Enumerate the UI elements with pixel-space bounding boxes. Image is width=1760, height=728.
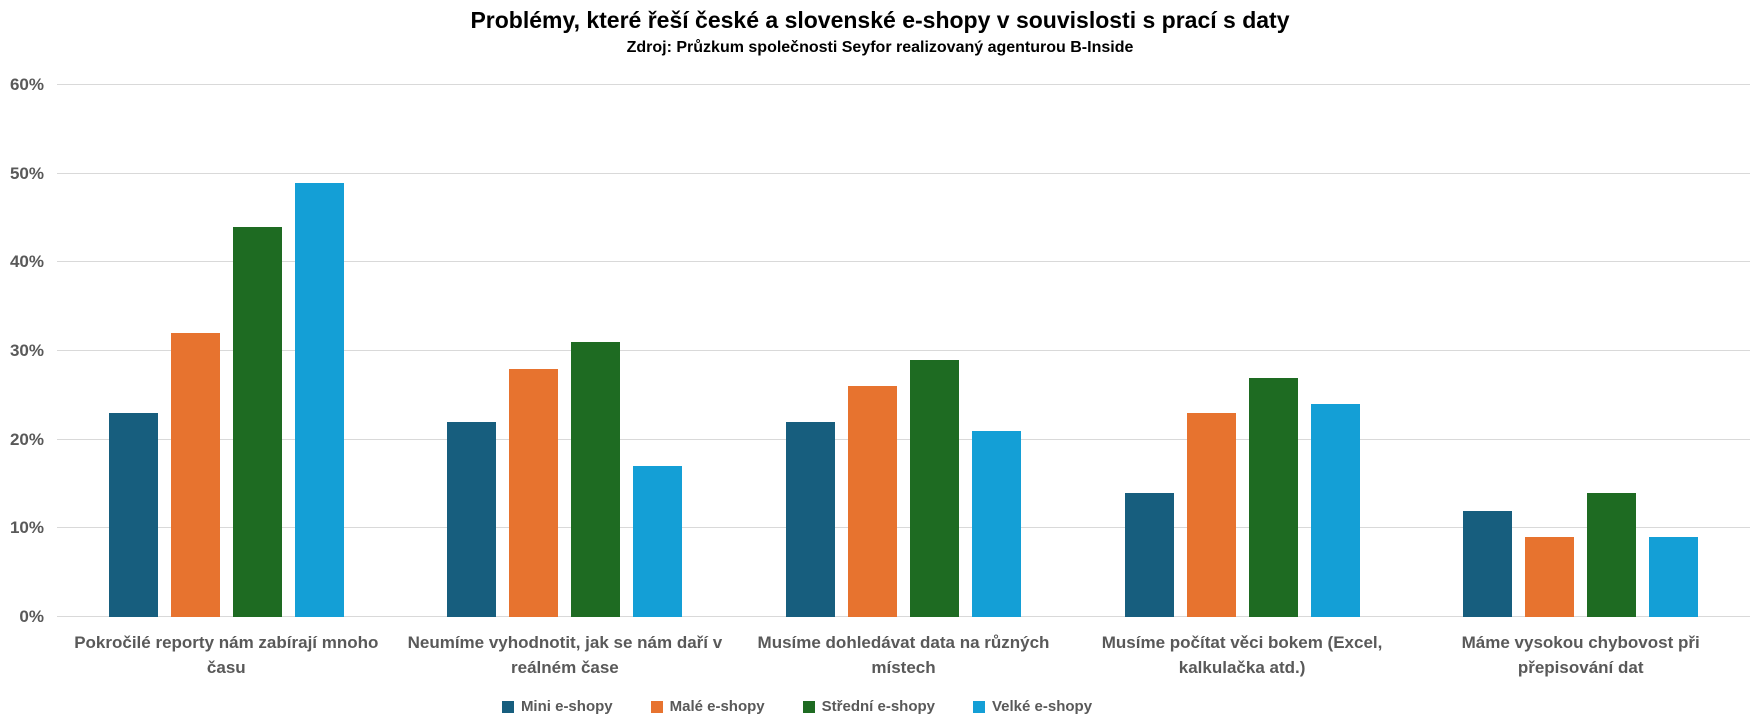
- bar-group-neum-me: [396, 85, 735, 617]
- bar-mini-e-shopy: [447, 421, 497, 617]
- y-tick-label: 20%: [9, 429, 44, 449]
- legend-label: Střední e-shopy: [821, 698, 935, 715]
- category-label: Máme vysokou chybovost při přepisování d…: [1411, 631, 1750, 680]
- bar-mini-e-shopy: [785, 421, 835, 617]
- legend-item-st-edn-e-shopy: Střední e-shopy: [802, 698, 935, 715]
- bar-group-mus-me: [1073, 85, 1412, 617]
- bar-mini-e-shopy: [1124, 492, 1174, 617]
- category-label: Neumíme vyhodnotit, jak se nám daří v re…: [396, 631, 735, 680]
- gridline: [57, 438, 1750, 440]
- gridline: [57, 350, 1750, 351]
- bar-mal-e-shopy: [1186, 413, 1236, 617]
- bar-mal-e-shopy: [170, 333, 220, 617]
- chart-subtitle: Zdroj: Průzkum společnosti Seyfor realiz…: [626, 39, 1134, 56]
- legend-item-velk-e-shopy: Velké e-shopy: [973, 698, 1092, 715]
- y-tick-label: 30%: [9, 341, 44, 360]
- y-axis: 0% 10% 20% 30% 40% 50% 60%: [0, 75, 44, 626]
- legend-item-mini-e-shopy: Mini e-shopy: [501, 698, 613, 715]
- gridline: [57, 616, 1750, 617]
- bar-mal-e-shopy: [847, 386, 897, 617]
- y-tick-label: 10%: [9, 518, 44, 538]
- x-axis-labels: Pokročilé reporty nám zabírají mnoho čas…: [57, 631, 1750, 680]
- y-tick-label: 40%: [9, 252, 44, 272]
- y-tick-label: 0%: [19, 607, 44, 626]
- bar-mini-e-shopy: [108, 413, 158, 617]
- bar-mal-e-shopy: [509, 368, 559, 617]
- bar-group-m-me: [1411, 85, 1750, 617]
- y-tick-label: 50%: [9, 163, 44, 183]
- legend-item-mal-e-shopy: Malé e-shopy: [650, 698, 765, 715]
- bar-velk-e-shopy: [633, 466, 683, 617]
- gridlines: [57, 84, 1750, 617]
- gridline: [57, 527, 1750, 529]
- plot-area: [57, 84, 1750, 617]
- legend-marker: [501, 700, 514, 713]
- gridline: [57, 172, 1750, 174]
- bar-st-edn-e-shopy: [909, 359, 959, 617]
- bar-velk-e-shopy: [1649, 537, 1699, 617]
- legend-marker: [650, 700, 663, 713]
- bar-mini-e-shopy: [1463, 510, 1513, 617]
- legend-marker: [973, 700, 985, 713]
- bar-mal-e-shopy: [1525, 537, 1575, 617]
- category-label-text: Musíme počítat věci bokem (Excel, kalkul…: [1101, 633, 1383, 677]
- bar-velk-e-shopy: [1310, 404, 1360, 617]
- legend: Mini e-shopy Malé e-shopy Střední e-shopy V…: [0, 698, 1594, 715]
- bar-st-edn-e-shopy: [232, 226, 282, 617]
- category-label-text: Musíme dohledávat data na různých místec…: [757, 633, 1050, 677]
- bar-group-pokro-il: [57, 85, 396, 617]
- bar-velk-e-shopy: [294, 182, 344, 617]
- bar-st-edn-e-shopy: [1248, 377, 1298, 617]
- category-label: Musíme dohledávat data na různých místec…: [734, 631, 1073, 680]
- category-label: Musíme počítat věci bokem (Excel, kalkul…: [1073, 631, 1412, 680]
- category-label-text: Pokročilé reporty nám zabírají mnoho čas…: [74, 633, 379, 677]
- category-label-text: Neumíme vyhodnotit, jak se nám daří v re…: [407, 633, 723, 677]
- legend-label: Mini e-shopy: [520, 698, 613, 715]
- plot-groups: [57, 85, 1750, 617]
- bar-st-edn-e-shopy: [571, 342, 621, 617]
- bar-velk-e-shopy: [971, 430, 1021, 617]
- y-tick-label: 60%: [9, 75, 44, 94]
- legend-label: Velké e-shopy: [992, 698, 1093, 715]
- chart-title: Problémy, které řeší české a slovenské e…: [470, 7, 1290, 33]
- bar-group-mus-me: [734, 85, 1073, 617]
- category-label-text: Máme vysokou chybovost při přepisování d…: [1461, 633, 1700, 677]
- gridline: [57, 84, 1750, 85]
- category-label: Pokročilé reporty nám zabírají mnoho čas…: [57, 631, 396, 680]
- gridline: [57, 261, 1750, 263]
- bar-st-edn-e-shopy: [1587, 492, 1637, 617]
- legend-label: Malé e-shopy: [669, 698, 765, 715]
- legend-marker: [802, 700, 815, 713]
